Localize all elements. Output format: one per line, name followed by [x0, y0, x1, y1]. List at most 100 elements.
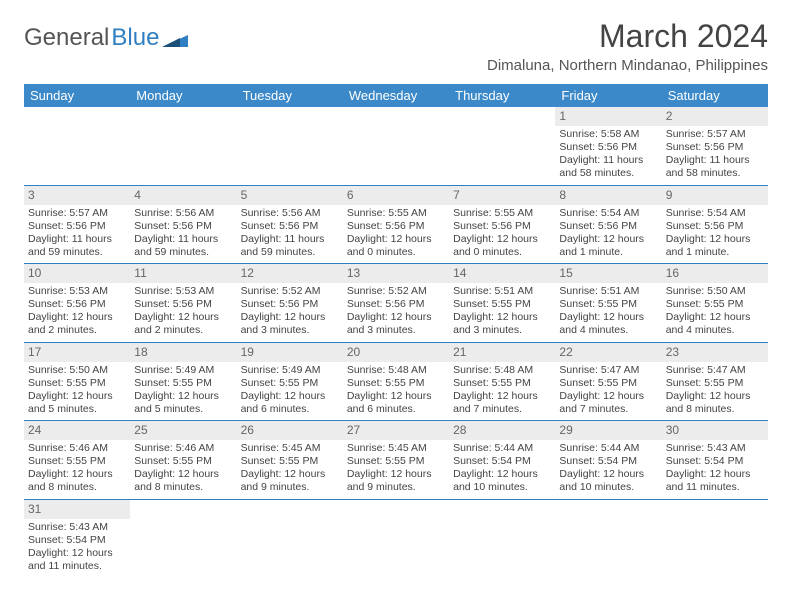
calendar-day-cell: 21Sunrise: 5:48 AMSunset: 5:55 PMDayligh…: [449, 342, 555, 421]
day-number: 4: [130, 186, 236, 205]
sunset-text: Sunset: 5:56 PM: [134, 298, 232, 311]
day-number: 19: [237, 343, 343, 362]
calendar-week-row: 17Sunrise: 5:50 AMSunset: 5:55 PMDayligh…: [24, 342, 768, 421]
sunrise-text: Sunrise: 5:49 AM: [241, 364, 339, 377]
logo-text-blue: Blue: [111, 24, 159, 52]
sunrise-text: Sunrise: 5:57 AM: [666, 128, 764, 141]
calendar-header-row: SundayMondayTuesdayWednesdayThursdayFrid…: [24, 84, 768, 107]
daylight-text: Daylight: 12 hours and 1 minute.: [666, 233, 764, 259]
day-number: 28: [449, 421, 555, 440]
sunset-text: Sunset: 5:56 PM: [241, 220, 339, 233]
calendar-day-cell: 12Sunrise: 5:52 AMSunset: 5:56 PMDayligh…: [237, 264, 343, 343]
calendar-day-cell: [24, 107, 130, 185]
calendar-week-row: 31Sunrise: 5:43 AMSunset: 5:54 PMDayligh…: [24, 499, 768, 577]
daylight-text: Daylight: 11 hours and 59 minutes.: [241, 233, 339, 259]
daylight-text: Daylight: 12 hours and 10 minutes.: [559, 468, 657, 494]
daylight-text: Daylight: 12 hours and 8 minutes.: [134, 468, 232, 494]
calendar-day-cell: 18Sunrise: 5:49 AMSunset: 5:55 PMDayligh…: [130, 342, 236, 421]
sunset-text: Sunset: 5:54 PM: [559, 455, 657, 468]
calendar-week-row: 3Sunrise: 5:57 AMSunset: 5:56 PMDaylight…: [24, 185, 768, 264]
weekday-header: Saturday: [662, 84, 768, 107]
sunrise-text: Sunrise: 5:56 AM: [241, 207, 339, 220]
sunrise-text: Sunrise: 5:57 AM: [28, 207, 126, 220]
calendar-day-cell: 14Sunrise: 5:51 AMSunset: 5:55 PMDayligh…: [449, 264, 555, 343]
calendar-day-cell: 30Sunrise: 5:43 AMSunset: 5:54 PMDayligh…: [662, 421, 768, 500]
day-number: 1: [555, 107, 661, 126]
sunset-text: Sunset: 5:55 PM: [559, 377, 657, 390]
sunset-text: Sunset: 5:56 PM: [666, 141, 764, 154]
sunset-text: Sunset: 5:54 PM: [666, 455, 764, 468]
day-number: 18: [130, 343, 236, 362]
sunset-text: Sunset: 5:55 PM: [666, 298, 764, 311]
daylight-text: Daylight: 12 hours and 0 minutes.: [347, 233, 445, 259]
calendar-day-cell: 28Sunrise: 5:44 AMSunset: 5:54 PMDayligh…: [449, 421, 555, 500]
calendar-week-row: 10Sunrise: 5:53 AMSunset: 5:56 PMDayligh…: [24, 264, 768, 343]
weekday-header: Sunday: [24, 84, 130, 107]
daylight-text: Daylight: 11 hours and 58 minutes.: [666, 154, 764, 180]
calendar-day-cell: [662, 499, 768, 577]
calendar-day-cell: 20Sunrise: 5:48 AMSunset: 5:55 PMDayligh…: [343, 342, 449, 421]
sunset-text: Sunset: 5:56 PM: [28, 298, 126, 311]
sunrise-text: Sunrise: 5:50 AM: [28, 364, 126, 377]
calendar-day-cell: 29Sunrise: 5:44 AMSunset: 5:54 PMDayligh…: [555, 421, 661, 500]
weekday-header: Thursday: [449, 84, 555, 107]
calendar-table: SundayMondayTuesdayWednesdayThursdayFrid…: [24, 84, 768, 577]
weekday-header: Friday: [555, 84, 661, 107]
sunrise-text: Sunrise: 5:55 AM: [347, 207, 445, 220]
calendar-day-cell: 10Sunrise: 5:53 AMSunset: 5:56 PMDayligh…: [24, 264, 130, 343]
sunset-text: Sunset: 5:56 PM: [28, 220, 126, 233]
sunset-text: Sunset: 5:56 PM: [453, 220, 551, 233]
sunrise-text: Sunrise: 5:54 AM: [666, 207, 764, 220]
sunset-text: Sunset: 5:55 PM: [134, 377, 232, 390]
day-number: 20: [343, 343, 449, 362]
daylight-text: Daylight: 11 hours and 58 minutes.: [559, 154, 657, 180]
sunrise-text: Sunrise: 5:55 AM: [453, 207, 551, 220]
sunset-text: Sunset: 5:56 PM: [559, 220, 657, 233]
sunrise-text: Sunrise: 5:58 AM: [559, 128, 657, 141]
calendar-day-cell: 6Sunrise: 5:55 AMSunset: 5:56 PMDaylight…: [343, 185, 449, 264]
sunrise-text: Sunrise: 5:50 AM: [666, 285, 764, 298]
sunrise-text: Sunrise: 5:53 AM: [134, 285, 232, 298]
daylight-text: Daylight: 12 hours and 9 minutes.: [241, 468, 339, 494]
day-number: 25: [130, 421, 236, 440]
sunrise-text: Sunrise: 5:46 AM: [134, 442, 232, 455]
day-number: 27: [343, 421, 449, 440]
calendar-day-cell: [237, 499, 343, 577]
sunset-text: Sunset: 5:56 PM: [134, 220, 232, 233]
sunset-text: Sunset: 5:54 PM: [28, 534, 126, 547]
location: Dimaluna, Northern Mindanao, Philippines: [487, 57, 768, 74]
calendar-day-cell: 27Sunrise: 5:45 AMSunset: 5:55 PMDayligh…: [343, 421, 449, 500]
calendar-day-cell: 17Sunrise: 5:50 AMSunset: 5:55 PMDayligh…: [24, 342, 130, 421]
daylight-text: Daylight: 12 hours and 4 minutes.: [559, 311, 657, 337]
calendar-day-cell: 31Sunrise: 5:43 AMSunset: 5:54 PMDayligh…: [24, 499, 130, 577]
sunset-text: Sunset: 5:55 PM: [28, 455, 126, 468]
logo-text-general: General: [24, 24, 109, 52]
day-number: 24: [24, 421, 130, 440]
calendar-day-cell: 25Sunrise: 5:46 AMSunset: 5:55 PMDayligh…: [130, 421, 236, 500]
sunrise-text: Sunrise: 5:43 AM: [666, 442, 764, 455]
daylight-text: Daylight: 12 hours and 6 minutes.: [241, 390, 339, 416]
day-number: 30: [662, 421, 768, 440]
sunrise-text: Sunrise: 5:54 AM: [559, 207, 657, 220]
sunset-text: Sunset: 5:56 PM: [347, 220, 445, 233]
sunrise-text: Sunrise: 5:51 AM: [453, 285, 551, 298]
sunrise-text: Sunrise: 5:47 AM: [559, 364, 657, 377]
daylight-text: Daylight: 12 hours and 11 minutes.: [28, 547, 126, 573]
sunset-text: Sunset: 5:56 PM: [559, 141, 657, 154]
day-number: 11: [130, 264, 236, 283]
sunrise-text: Sunrise: 5:53 AM: [28, 285, 126, 298]
calendar-day-cell: 19Sunrise: 5:49 AMSunset: 5:55 PMDayligh…: [237, 342, 343, 421]
calendar-day-cell: 13Sunrise: 5:52 AMSunset: 5:56 PMDayligh…: [343, 264, 449, 343]
day-number: 26: [237, 421, 343, 440]
calendar-day-cell: [449, 499, 555, 577]
month-title: March 2024: [487, 18, 768, 55]
day-number: 15: [555, 264, 661, 283]
day-number: 5: [237, 186, 343, 205]
calendar-day-cell: [237, 107, 343, 185]
sunset-text: Sunset: 5:55 PM: [241, 455, 339, 468]
sunrise-text: Sunrise: 5:44 AM: [559, 442, 657, 455]
daylight-text: Daylight: 12 hours and 6 minutes.: [347, 390, 445, 416]
sunrise-text: Sunrise: 5:44 AM: [453, 442, 551, 455]
sunset-text: Sunset: 5:55 PM: [666, 377, 764, 390]
day-number: 14: [449, 264, 555, 283]
